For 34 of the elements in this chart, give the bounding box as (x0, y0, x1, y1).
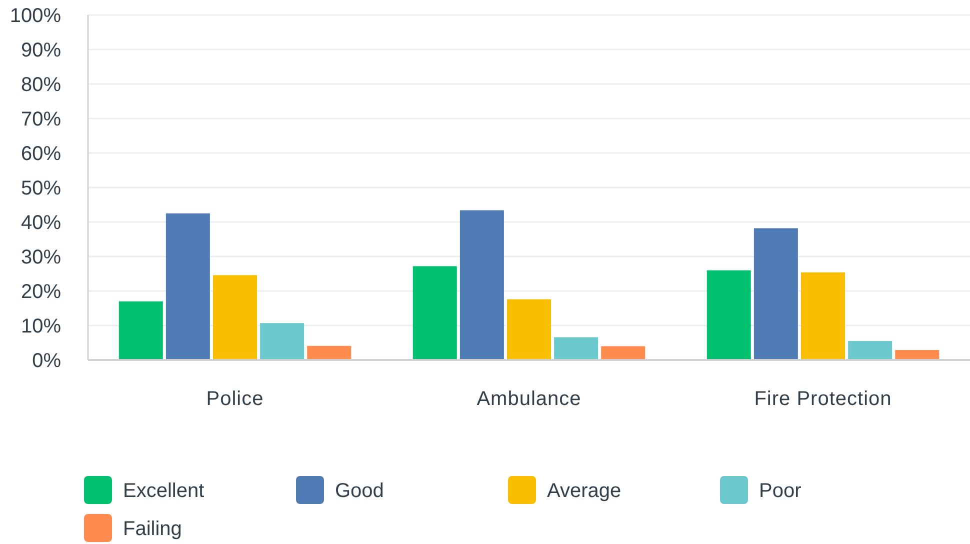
y-tick-label: 60% (20, 143, 62, 165)
y-tick-label: 80% (20, 74, 62, 96)
x-tick-label: Fire Protection (754, 388, 892, 410)
y-tick-label: 10% (20, 316, 62, 338)
bar (507, 299, 552, 360)
legend-label: Failing (123, 518, 182, 540)
y-tick-label: 70% (20, 108, 62, 130)
legend-label: Average (547, 480, 622, 502)
y-tick-label: 0% (32, 350, 62, 372)
y-tick-label: 30% (20, 246, 62, 268)
bar (754, 228, 798, 360)
legend-label: Good (335, 480, 384, 502)
y-tick-label: 40% (20, 212, 62, 234)
bar (412, 266, 457, 360)
bar (554, 337, 598, 360)
bar (706, 270, 751, 360)
x-tick-label: Police (206, 388, 264, 410)
bar (260, 323, 304, 360)
bar (118, 301, 163, 360)
bar (166, 213, 210, 360)
x-tick-label: Ambulance (476, 388, 582, 410)
bar (801, 272, 846, 360)
y-tick-label: 20% (20, 281, 62, 303)
bar (895, 350, 940, 360)
bar (848, 341, 892, 360)
y-tick-label: 100% (10, 5, 62, 27)
bar (213, 275, 258, 360)
y-tick-label: 50% (20, 178, 62, 200)
bar (307, 346, 352, 360)
y-tick-label: 90% (20, 40, 62, 62)
bar (460, 210, 504, 360)
bar (601, 346, 646, 360)
legend-label: Excellent (123, 480, 205, 502)
legend-label: Poor (759, 480, 802, 502)
